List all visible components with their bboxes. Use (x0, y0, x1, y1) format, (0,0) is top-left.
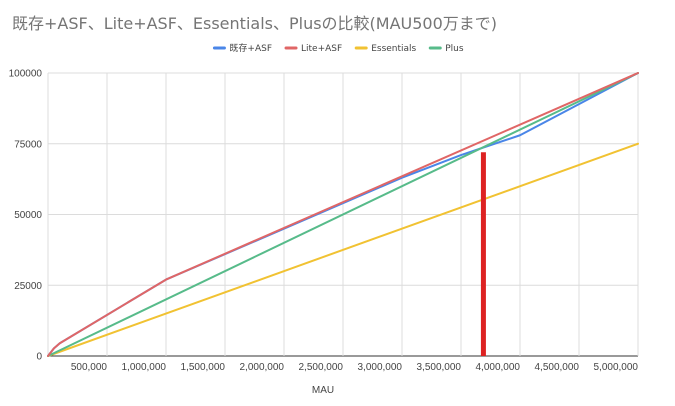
series-line-3 (47, 72, 639, 357)
x-tick-label: 4,000,000 (476, 362, 521, 373)
x-tick-label: 1,500,000 (181, 362, 226, 373)
x-axis-title: MAU (312, 385, 334, 396)
legend-label: Essentials (371, 44, 416, 54)
y-tick-label: 50000 (14, 210, 42, 221)
x-tick-label: 4,500,000 (535, 362, 580, 373)
x-tick-label: 5,000,000 (594, 362, 639, 373)
y-tick-label: 100000 (9, 69, 43, 80)
series-line-2 (47, 142, 639, 357)
legend-label: 既存+ASF (229, 42, 272, 54)
y-tick-label: 0 (36, 352, 42, 363)
chart-title: 既存+ASF、Lite+ASF、Essentials、Plusの比較(MAU50… (12, 14, 498, 33)
x-tick-label: 500,000 (71, 362, 108, 373)
x-tick-label: 2,000,000 (240, 362, 285, 373)
x-tick-label: 1,000,000 (122, 362, 167, 373)
x-tick-label: 3,000,000 (358, 362, 403, 373)
series-line-1 (47, 72, 639, 357)
y-tick-label: 75000 (14, 139, 42, 150)
y-tick-label: 25000 (14, 281, 42, 292)
legend-label: Lite+ASF (301, 44, 342, 54)
x-tick-label: 3,500,000 (417, 362, 462, 373)
x-tick-label: 2,500,000 (299, 362, 344, 373)
legend-label: Plus (445, 44, 464, 54)
